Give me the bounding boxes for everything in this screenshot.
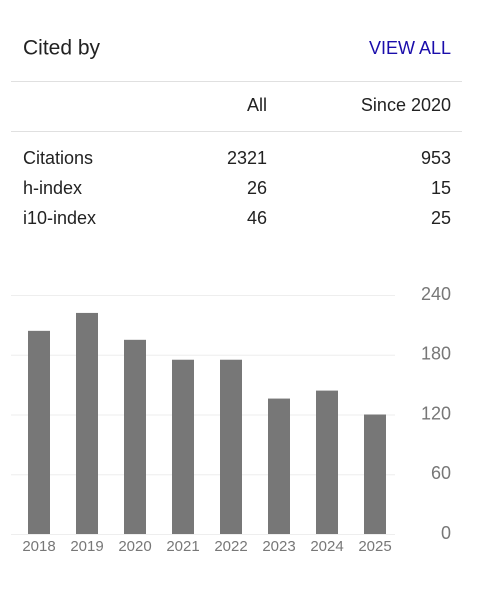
bar bbox=[76, 312, 98, 534]
x-tick-label: 2019 bbox=[70, 538, 103, 555]
row-label: Citations bbox=[23, 148, 93, 168]
cell-value: 15 bbox=[431, 178, 451, 198]
cell-value: 953 bbox=[421, 148, 451, 168]
x-tick-label: 2021 bbox=[166, 538, 199, 555]
x-tick-label: 2025 bbox=[358, 538, 391, 555]
x-tick-label: 2022 bbox=[214, 538, 247, 555]
column-header: Since 2020 bbox=[361, 95, 451, 115]
y-tick-label: 60 bbox=[431, 463, 451, 483]
bar bbox=[220, 359, 242, 534]
y-tick-label: 240 bbox=[421, 284, 451, 304]
x-tick-label: 2024 bbox=[310, 538, 343, 555]
bar bbox=[364, 414, 386, 534]
y-tick-label: 0 bbox=[441, 523, 451, 543]
x-tick-label: 2020 bbox=[118, 538, 151, 555]
bar bbox=[316, 390, 338, 534]
widget-title: Cited by bbox=[23, 37, 101, 60]
bar bbox=[124, 339, 146, 534]
bar bbox=[28, 330, 50, 534]
view-all-link[interactable]: VIEW ALL bbox=[369, 38, 451, 58]
cell-value: 46 bbox=[247, 208, 267, 228]
x-tick-label: 2018 bbox=[22, 538, 55, 555]
y-tick-label: 120 bbox=[421, 403, 451, 423]
y-tick-label: 180 bbox=[421, 344, 451, 364]
row-label: h-index bbox=[23, 178, 82, 198]
bar bbox=[268, 398, 290, 534]
bar bbox=[172, 359, 194, 534]
cell-value: 2321 bbox=[227, 148, 267, 168]
row-label: i10-index bbox=[23, 208, 96, 228]
x-tick-label: 2023 bbox=[262, 538, 295, 555]
column-header: All bbox=[247, 95, 267, 115]
cell-value: 25 bbox=[431, 208, 451, 228]
cell-value: 26 bbox=[247, 178, 267, 198]
